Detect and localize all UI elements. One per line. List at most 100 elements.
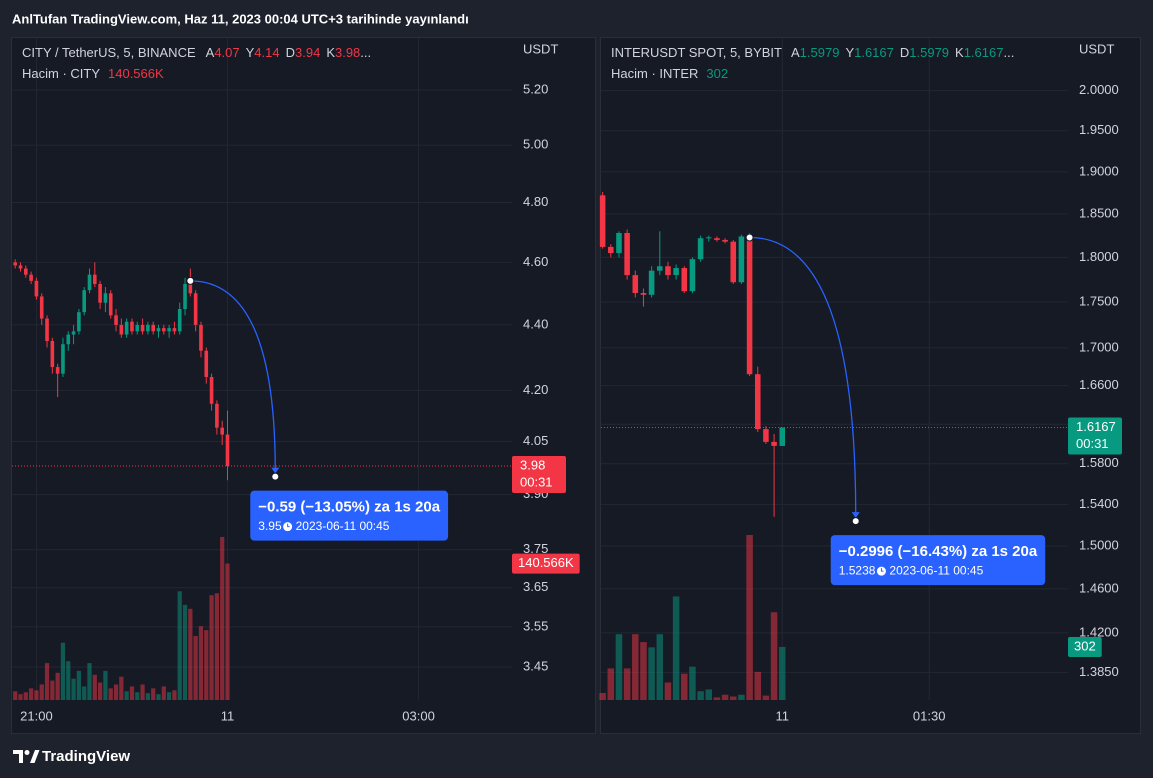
y-tick-label: 1.6600 xyxy=(1079,377,1119,392)
volume-bar xyxy=(599,692,606,700)
candle-body xyxy=(705,237,712,239)
volume-bar xyxy=(632,634,639,700)
candle-body xyxy=(82,290,86,313)
candle-body xyxy=(681,268,688,292)
candle-body xyxy=(151,324,155,332)
measure-price: 1.5238 xyxy=(839,563,876,577)
legend-ohlc-name: Y xyxy=(845,45,854,60)
y-tick-label: 1.5800 xyxy=(1079,455,1119,470)
candle-body xyxy=(657,266,663,271)
candle-body xyxy=(13,262,17,266)
measure-end xyxy=(851,517,860,526)
volume-value: 302 xyxy=(706,66,728,81)
panel-left xyxy=(11,37,596,734)
arrow-head xyxy=(271,467,280,474)
volume-bar xyxy=(778,646,786,700)
legend-ohlc-value: 1.6167 xyxy=(964,45,1004,60)
legend-ohlc-name: Y xyxy=(246,45,255,60)
candle-body xyxy=(608,246,614,254)
candle-body xyxy=(108,293,113,316)
candle-body xyxy=(697,238,704,260)
x-tick-label: 21:00 xyxy=(20,708,53,723)
legend-ohlc-value: 4.07 xyxy=(214,45,239,60)
y-tick-label: 1.9500 xyxy=(1079,122,1119,137)
candle-body xyxy=(763,429,769,442)
candle-body xyxy=(204,350,209,378)
measure-end xyxy=(271,472,280,481)
volume-bar xyxy=(71,678,76,700)
volume-bar xyxy=(119,676,124,700)
candle-body xyxy=(746,236,753,375)
volume-bar xyxy=(145,693,151,700)
price-label-box xyxy=(1068,417,1122,455)
volume-bar xyxy=(664,682,672,700)
countdown: 00:31 xyxy=(1076,436,1109,451)
y-tick-label: 1.9000 xyxy=(1079,163,1119,178)
x-tick-label: 01:30 xyxy=(913,708,946,723)
volume-bar xyxy=(623,668,631,700)
arrow-head xyxy=(851,512,860,519)
measure-start xyxy=(745,233,754,242)
volume-bar xyxy=(713,697,721,700)
volume-bar xyxy=(225,563,230,700)
y-tick-label: 1.7500 xyxy=(1079,293,1119,308)
price-label: 1.6167 xyxy=(1076,419,1116,434)
volume-bar xyxy=(166,692,172,700)
y-tick-label: 5.00 xyxy=(523,137,548,152)
volume-bar xyxy=(738,694,745,700)
candle-body xyxy=(50,340,55,368)
volume-bar xyxy=(18,694,23,700)
legend-ellipsis: ... xyxy=(360,45,371,60)
y-tick-label: 1.3850 xyxy=(1079,664,1119,679)
volume-bar xyxy=(76,670,82,700)
candle-body xyxy=(103,293,108,303)
candle-body xyxy=(648,270,655,295)
volume-bar xyxy=(193,635,198,700)
volume-bar xyxy=(23,692,28,700)
legend-ohlc-value: 3.94 xyxy=(295,45,320,60)
volume-bar xyxy=(204,630,209,700)
candle-body xyxy=(124,321,129,335)
legend-ohlc-value: 1.5979 xyxy=(909,45,949,60)
candle-body xyxy=(98,283,102,303)
axis-unit: USDT xyxy=(1079,41,1114,56)
volume-bar xyxy=(697,691,704,700)
y-tick-label: 5.20 xyxy=(523,81,548,96)
volume-bar xyxy=(34,690,39,700)
measure-start xyxy=(186,276,195,285)
logo xyxy=(13,750,40,763)
candle-body xyxy=(730,241,737,283)
volume-bar xyxy=(97,682,103,700)
y-tick-label: 1.4600 xyxy=(1079,580,1119,595)
candle-body xyxy=(616,232,622,254)
countdown: 00:31 xyxy=(520,474,553,489)
candle-body xyxy=(39,296,44,319)
measure-text: −0.59 (−13.05%) za 1s 20a xyxy=(258,499,440,516)
y-tick-label: 1.7000 xyxy=(1079,339,1119,354)
volume-bar xyxy=(55,672,60,700)
volume-bar xyxy=(182,604,188,700)
volume-bar xyxy=(140,684,145,700)
volume-bar xyxy=(13,691,18,700)
legend-ohlc-name: D xyxy=(900,45,909,60)
candle-body xyxy=(87,274,92,291)
candle-body xyxy=(135,324,140,332)
legend-ohlc-name: K xyxy=(326,45,335,60)
volume-bar xyxy=(209,595,214,700)
candle-body xyxy=(29,274,33,281)
y-tick-label: 1.8500 xyxy=(1079,205,1119,220)
candle-body xyxy=(193,293,198,325)
y-tick-label: 4.60 xyxy=(523,254,548,269)
volume-label-box xyxy=(512,553,580,574)
candle-body xyxy=(23,268,28,275)
volume-bar xyxy=(188,608,193,700)
candle-body xyxy=(119,324,124,335)
candle-body xyxy=(77,312,81,332)
legend-ohlc-name: D xyxy=(286,45,295,60)
volume-bar xyxy=(28,688,34,700)
legend: CITY / TetherUS, 5, BINANCE A4.07 Y4.14 D3.… xyxy=(22,45,371,60)
candle-body xyxy=(640,293,647,295)
clock-hands xyxy=(880,568,884,572)
candle-body xyxy=(673,268,679,276)
